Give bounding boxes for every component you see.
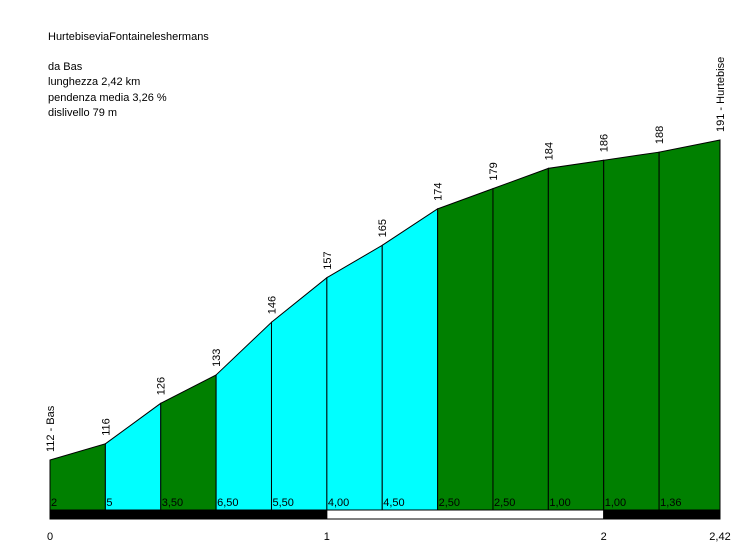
profile-segment <box>437 187 494 511</box>
chart-title: HurtebiseviaFontaineleshermans <box>48 31 209 43</box>
gradient-label: 1,00 <box>605 497 626 509</box>
profile-info: HurtebiseviaFontaineleshermans da Bas lu… <box>48 30 209 122</box>
profile-segment <box>381 207 439 511</box>
profile-segment <box>658 139 721 511</box>
elevation-label: 126 <box>156 377 168 395</box>
elevation-label: 146 <box>266 296 278 314</box>
gradient-label: 5 <box>106 497 112 509</box>
gradient-label: 1,00 <box>549 497 570 509</box>
profile-segment <box>270 276 328 511</box>
x-tick-label: 0 <box>47 531 53 543</box>
gradient-label: 4,50 <box>383 497 404 509</box>
profile-segment <box>215 321 272 511</box>
elevation-label: 174 <box>433 183 445 201</box>
avg-gradient-label: pendenza media 3,26 % <box>48 91 167 104</box>
elevation-label: 133 <box>211 349 223 367</box>
profile-segment <box>49 443 106 511</box>
gradient-label: 5,50 <box>272 497 293 509</box>
x-tick-label: 2 <box>601 531 607 543</box>
km-scale-bar <box>603 509 721 520</box>
climb-label: dislivello 79 m <box>48 107 118 119</box>
gradient-label: 4,00 <box>328 497 349 509</box>
profile-segment <box>492 167 549 511</box>
start-label: da Bas <box>48 60 83 73</box>
profile-segment <box>603 151 660 511</box>
elevation-label: 116 <box>100 418 112 436</box>
gradient-label: 2 <box>51 497 57 509</box>
gradient-label: 1,36 <box>660 497 681 509</box>
profile-segment <box>547 159 605 511</box>
elevation-label: 188 <box>654 126 666 144</box>
profile-segment <box>326 244 383 511</box>
length-label: lunghezza 2,42 km <box>48 76 141 88</box>
elevation-label: 191 - Hurtebise <box>715 57 727 132</box>
x-tick-label: 1 <box>324 531 330 543</box>
km-scale-bar <box>49 509 328 520</box>
elevation-label: 179 <box>488 162 500 180</box>
km-scale-bar <box>326 509 605 520</box>
elevation-label: 165 <box>377 219 389 237</box>
gradient-label: 6,50 <box>217 497 238 509</box>
elevation-label: 184 <box>543 142 555 160</box>
x-tick-label: 2,42 <box>709 531 730 543</box>
elevation-label: 157 <box>322 251 334 269</box>
elevation-label: 186 <box>599 134 611 152</box>
gradient-label: 2,50 <box>439 497 460 509</box>
profile-segment <box>104 402 162 511</box>
profile-segment <box>160 374 217 511</box>
gradient-label: 2,50 <box>494 497 515 509</box>
gradient-label: 3,50 <box>162 497 183 509</box>
elevation-label: 112 - Bas <box>45 405 57 452</box>
